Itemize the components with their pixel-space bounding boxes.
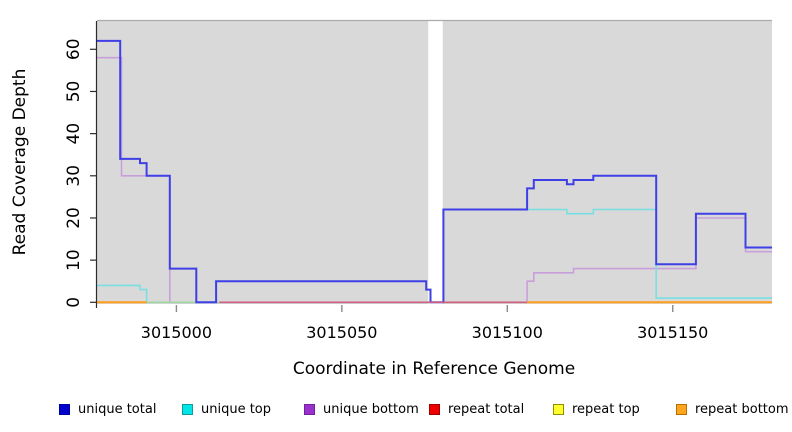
x-tick-label: 3015050: [306, 323, 377, 342]
y-axis-title: Read Coverage Depth: [10, 68, 30, 256]
legend-label: repeat total: [448, 402, 525, 417]
legend-item-unique-total: unique total: [59, 403, 156, 416]
legend-swatch-unique-top: [182, 404, 193, 415]
legend-item-repeat-total: repeat total: [429, 403, 524, 416]
y-tick-label: 60: [64, 38, 84, 60]
y-tick-label: 50: [64, 81, 84, 103]
y-tick-label: 40: [64, 123, 84, 145]
x-axis-title: Coordinate in Reference Genome: [292, 359, 576, 379]
y-tick-label: 0: [64, 297, 84, 308]
legend-label: repeat top: [572, 402, 640, 417]
x-tick-label: 3015150: [637, 323, 708, 342]
legend-item-unique-bottom: unique bottom: [304, 403, 419, 416]
legend-item-unique-top: unique top: [182, 403, 271, 416]
y-tick-label: 30: [64, 165, 84, 187]
legend-item-repeat-bottom: repeat bottom: [676, 403, 789, 416]
y-tick-label: 10: [64, 249, 84, 271]
legend-swatch-unique-bottom: [304, 404, 315, 415]
legend-label: unique top: [201, 402, 272, 417]
legend-swatch-repeat-bottom: [676, 404, 687, 415]
legend-label: unique total: [78, 402, 157, 417]
no-data-gap: [428, 21, 443, 304]
legend-swatch-repeat-total: [429, 404, 440, 415]
x-tick-label: 3015000: [141, 323, 212, 342]
legend-item-repeat-top: repeat top: [553, 403, 640, 416]
y-tick-label: 20: [64, 207, 84, 229]
legend-swatch-unique-total: [59, 404, 70, 415]
legend-swatch-repeat-top: [553, 404, 564, 415]
x-tick-label: 3015100: [472, 323, 543, 342]
legend-label: unique bottom: [323, 402, 419, 417]
series-unique-total: [97, 39, 772, 304]
legend-label: repeat bottom: [695, 402, 789, 417]
